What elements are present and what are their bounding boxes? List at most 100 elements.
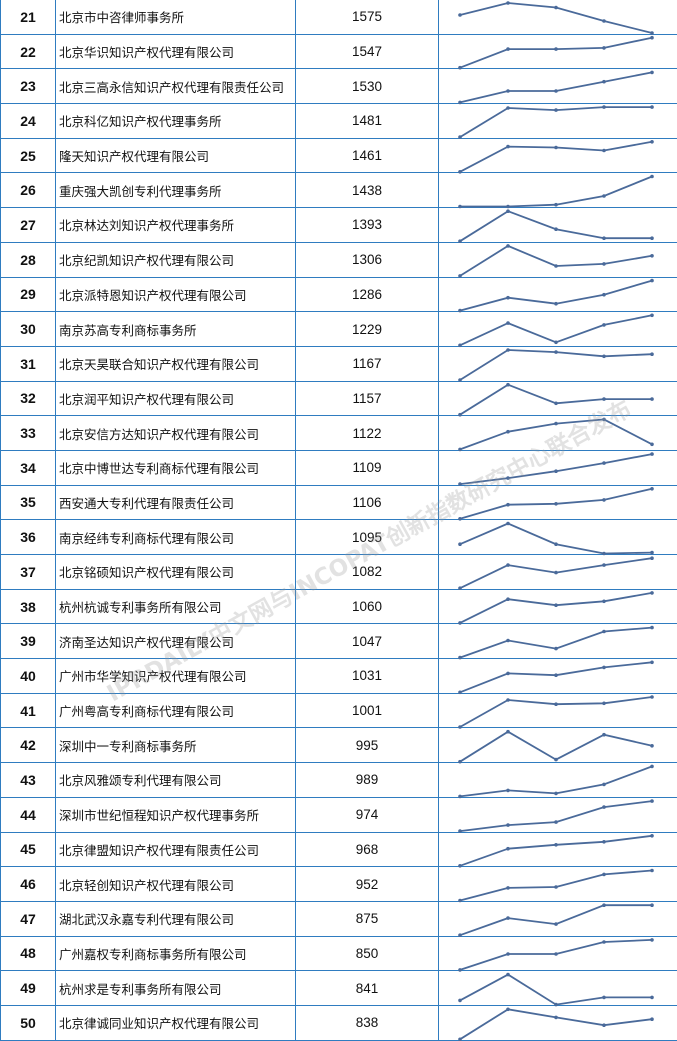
name-cell: 北京天昊联合知识产权代理有限公司 bbox=[55, 345, 296, 382]
name-cell: 北京华识知识产权代理有限公司 bbox=[55, 33, 296, 70]
value-cell: 1060 bbox=[295, 588, 439, 625]
table-row: 40 广州市华学知识产权代理有限公司 1031 bbox=[0, 658, 677, 694]
name-cell: 深圳中一专利商标事务所 bbox=[55, 727, 296, 764]
rank-cell: 50 bbox=[0, 1004, 56, 1041]
name-cell: 广州嘉权专利商标事务所有限公司 bbox=[55, 935, 296, 972]
table-row: 45 北京律盟知识产权代理有限责任公司 968 bbox=[0, 831, 677, 868]
value-cell: 1082 bbox=[295, 554, 439, 590]
sparkline-cell bbox=[438, 137, 677, 174]
value-cell: 1306 bbox=[295, 241, 439, 278]
sparkline-cell bbox=[438, 935, 677, 972]
rank-cell: 42 bbox=[0, 727, 56, 764]
table-row: 34 北京中博世达专利商标代理有限公司 1109 bbox=[0, 449, 677, 486]
rank-cell: 46 bbox=[0, 866, 56, 902]
rank-cell: 35 bbox=[0, 484, 56, 521]
table-row: 46 北京轻创知识产权代理有限公司 952 bbox=[0, 866, 677, 902]
rank-cell: 44 bbox=[0, 796, 56, 833]
table-row: 29 北京派特恩知识产权代理有限公司 1286 bbox=[0, 276, 677, 313]
rank-cell: 49 bbox=[0, 970, 56, 1006]
name-cell: 北京纪凯知识产权代理有限公司 bbox=[55, 241, 296, 278]
table-row: 42 深圳中一专利商标事务所 995 bbox=[0, 727, 677, 764]
table-row: 31 北京天昊联合知识产权代理有限公司 1167 bbox=[0, 345, 677, 382]
table-row: 50 北京律诚同业知识产权代理有限公司 838 bbox=[0, 1004, 677, 1041]
table-row: 28 北京纪凯知识产权代理有限公司 1306 bbox=[0, 241, 677, 278]
name-cell: 广州市华学知识产权代理有限公司 bbox=[55, 658, 296, 694]
value-cell: 1031 bbox=[295, 658, 439, 694]
name-cell: 南京经纬专利商标代理有限公司 bbox=[55, 519, 296, 555]
rank-cell: 33 bbox=[0, 415, 56, 451]
sparkline-cell bbox=[438, 831, 677, 868]
sparkline-cell bbox=[438, 658, 677, 694]
name-cell: 北京安信方达知识产权代理有限公司 bbox=[55, 415, 296, 451]
value-cell: 995 bbox=[295, 727, 439, 764]
name-cell: 北京风雅颂专利代理有限公司 bbox=[55, 762, 296, 798]
name-cell: 北京林达刘知识产权代理事务所 bbox=[55, 207, 296, 243]
value-cell: 1157 bbox=[295, 380, 439, 417]
name-cell: 北京派特恩知识产权代理有限公司 bbox=[55, 276, 296, 313]
sparkline-cell bbox=[438, 623, 677, 660]
value-cell: 1001 bbox=[295, 692, 439, 729]
rank-cell: 29 bbox=[0, 276, 56, 313]
table-row: 21 北京市中咨律师事务所 1575 bbox=[0, 0, 677, 35]
sparkline-cell bbox=[438, 68, 677, 105]
table-row: 32 北京润平知识产权代理有限公司 1157 bbox=[0, 380, 677, 417]
sparkline-cell bbox=[438, 1004, 677, 1041]
rank-cell: 25 bbox=[0, 137, 56, 174]
sparkline-cell bbox=[438, 345, 677, 382]
sparkline-cell bbox=[438, 727, 677, 764]
value-cell: 838 bbox=[295, 1004, 439, 1041]
table-row: 39 济南圣达知识产权代理有限公司 1047 bbox=[0, 623, 677, 660]
value-cell: 1286 bbox=[295, 276, 439, 313]
rank-cell: 41 bbox=[0, 692, 56, 729]
rank-cell: 26 bbox=[0, 172, 56, 209]
rank-cell: 30 bbox=[0, 311, 56, 347]
rank-cell: 24 bbox=[0, 103, 56, 139]
name-cell: 杭州杭诚专利事务所有限公司 bbox=[55, 588, 296, 625]
sparkline-cell bbox=[438, 900, 677, 937]
table-row: 25 隆天知识产权代理有限公司 1461 bbox=[0, 137, 677, 174]
value-cell: 1575 bbox=[295, 0, 439, 35]
table-row: 47 湖北武汉永嘉专利代理有限公司 875 bbox=[0, 900, 677, 937]
rank-cell: 37 bbox=[0, 554, 56, 590]
sparkline-cell bbox=[438, 0, 677, 35]
table-row: 37 北京铭硕知识产权代理有限公司 1082 bbox=[0, 554, 677, 590]
sparkline-cell bbox=[438, 554, 677, 590]
name-cell: 广州粤高专利商标代理有限公司 bbox=[55, 692, 296, 729]
rank-cell: 38 bbox=[0, 588, 56, 625]
table-row: 44 深圳市世纪恒程知识产权代理事务所 974 bbox=[0, 796, 677, 833]
value-cell: 952 bbox=[295, 866, 439, 902]
rank-cell: 48 bbox=[0, 935, 56, 972]
table-row: 33 北京安信方达知识产权代理有限公司 1122 bbox=[0, 415, 677, 451]
sparkline-cell bbox=[438, 970, 677, 1006]
value-cell: 1106 bbox=[295, 484, 439, 521]
name-cell: 湖北武汉永嘉专利代理有限公司 bbox=[55, 900, 296, 937]
sparkline-cell bbox=[438, 692, 677, 729]
value-cell: 1167 bbox=[295, 345, 439, 382]
table-row: 48 广州嘉权专利商标事务所有限公司 850 bbox=[0, 935, 677, 972]
name-cell: 北京铭硕知识产权代理有限公司 bbox=[55, 554, 296, 590]
name-cell: 北京三高永信知识产权代理有限责任公司 bbox=[55, 68, 296, 105]
value-cell: 1229 bbox=[295, 311, 439, 347]
sparkline-cell bbox=[438, 796, 677, 833]
rank-cell: 27 bbox=[0, 207, 56, 243]
name-cell: 北京市中咨律师事务所 bbox=[55, 0, 296, 35]
name-cell: 深圳市世纪恒程知识产权代理事务所 bbox=[55, 796, 296, 833]
rank-cell: 40 bbox=[0, 658, 56, 694]
sparkline-cell bbox=[438, 172, 677, 209]
table-row: 30 南京苏高专利商标事务所 1229 bbox=[0, 311, 677, 347]
table-row: 24 北京科亿知识产权代理事务所 1481 bbox=[0, 103, 677, 139]
value-cell: 875 bbox=[295, 900, 439, 937]
value-cell: 1393 bbox=[295, 207, 439, 243]
value-cell: 1530 bbox=[295, 68, 439, 105]
name-cell: 北京科亿知识产权代理事务所 bbox=[55, 103, 296, 139]
sparkline-cell bbox=[438, 415, 677, 451]
sparkline-cell bbox=[438, 33, 677, 70]
rank-cell: 43 bbox=[0, 762, 56, 798]
table-row: 38 杭州杭诚专利事务所有限公司 1060 bbox=[0, 588, 677, 625]
rank-cell: 31 bbox=[0, 345, 56, 382]
value-cell: 1047 bbox=[295, 623, 439, 660]
sparkline-cell bbox=[438, 449, 677, 486]
table-row: 26 重庆强大凯创专利代理事务所 1438 bbox=[0, 172, 677, 209]
name-cell: 北京律诚同业知识产权代理有限公司 bbox=[55, 1004, 296, 1041]
